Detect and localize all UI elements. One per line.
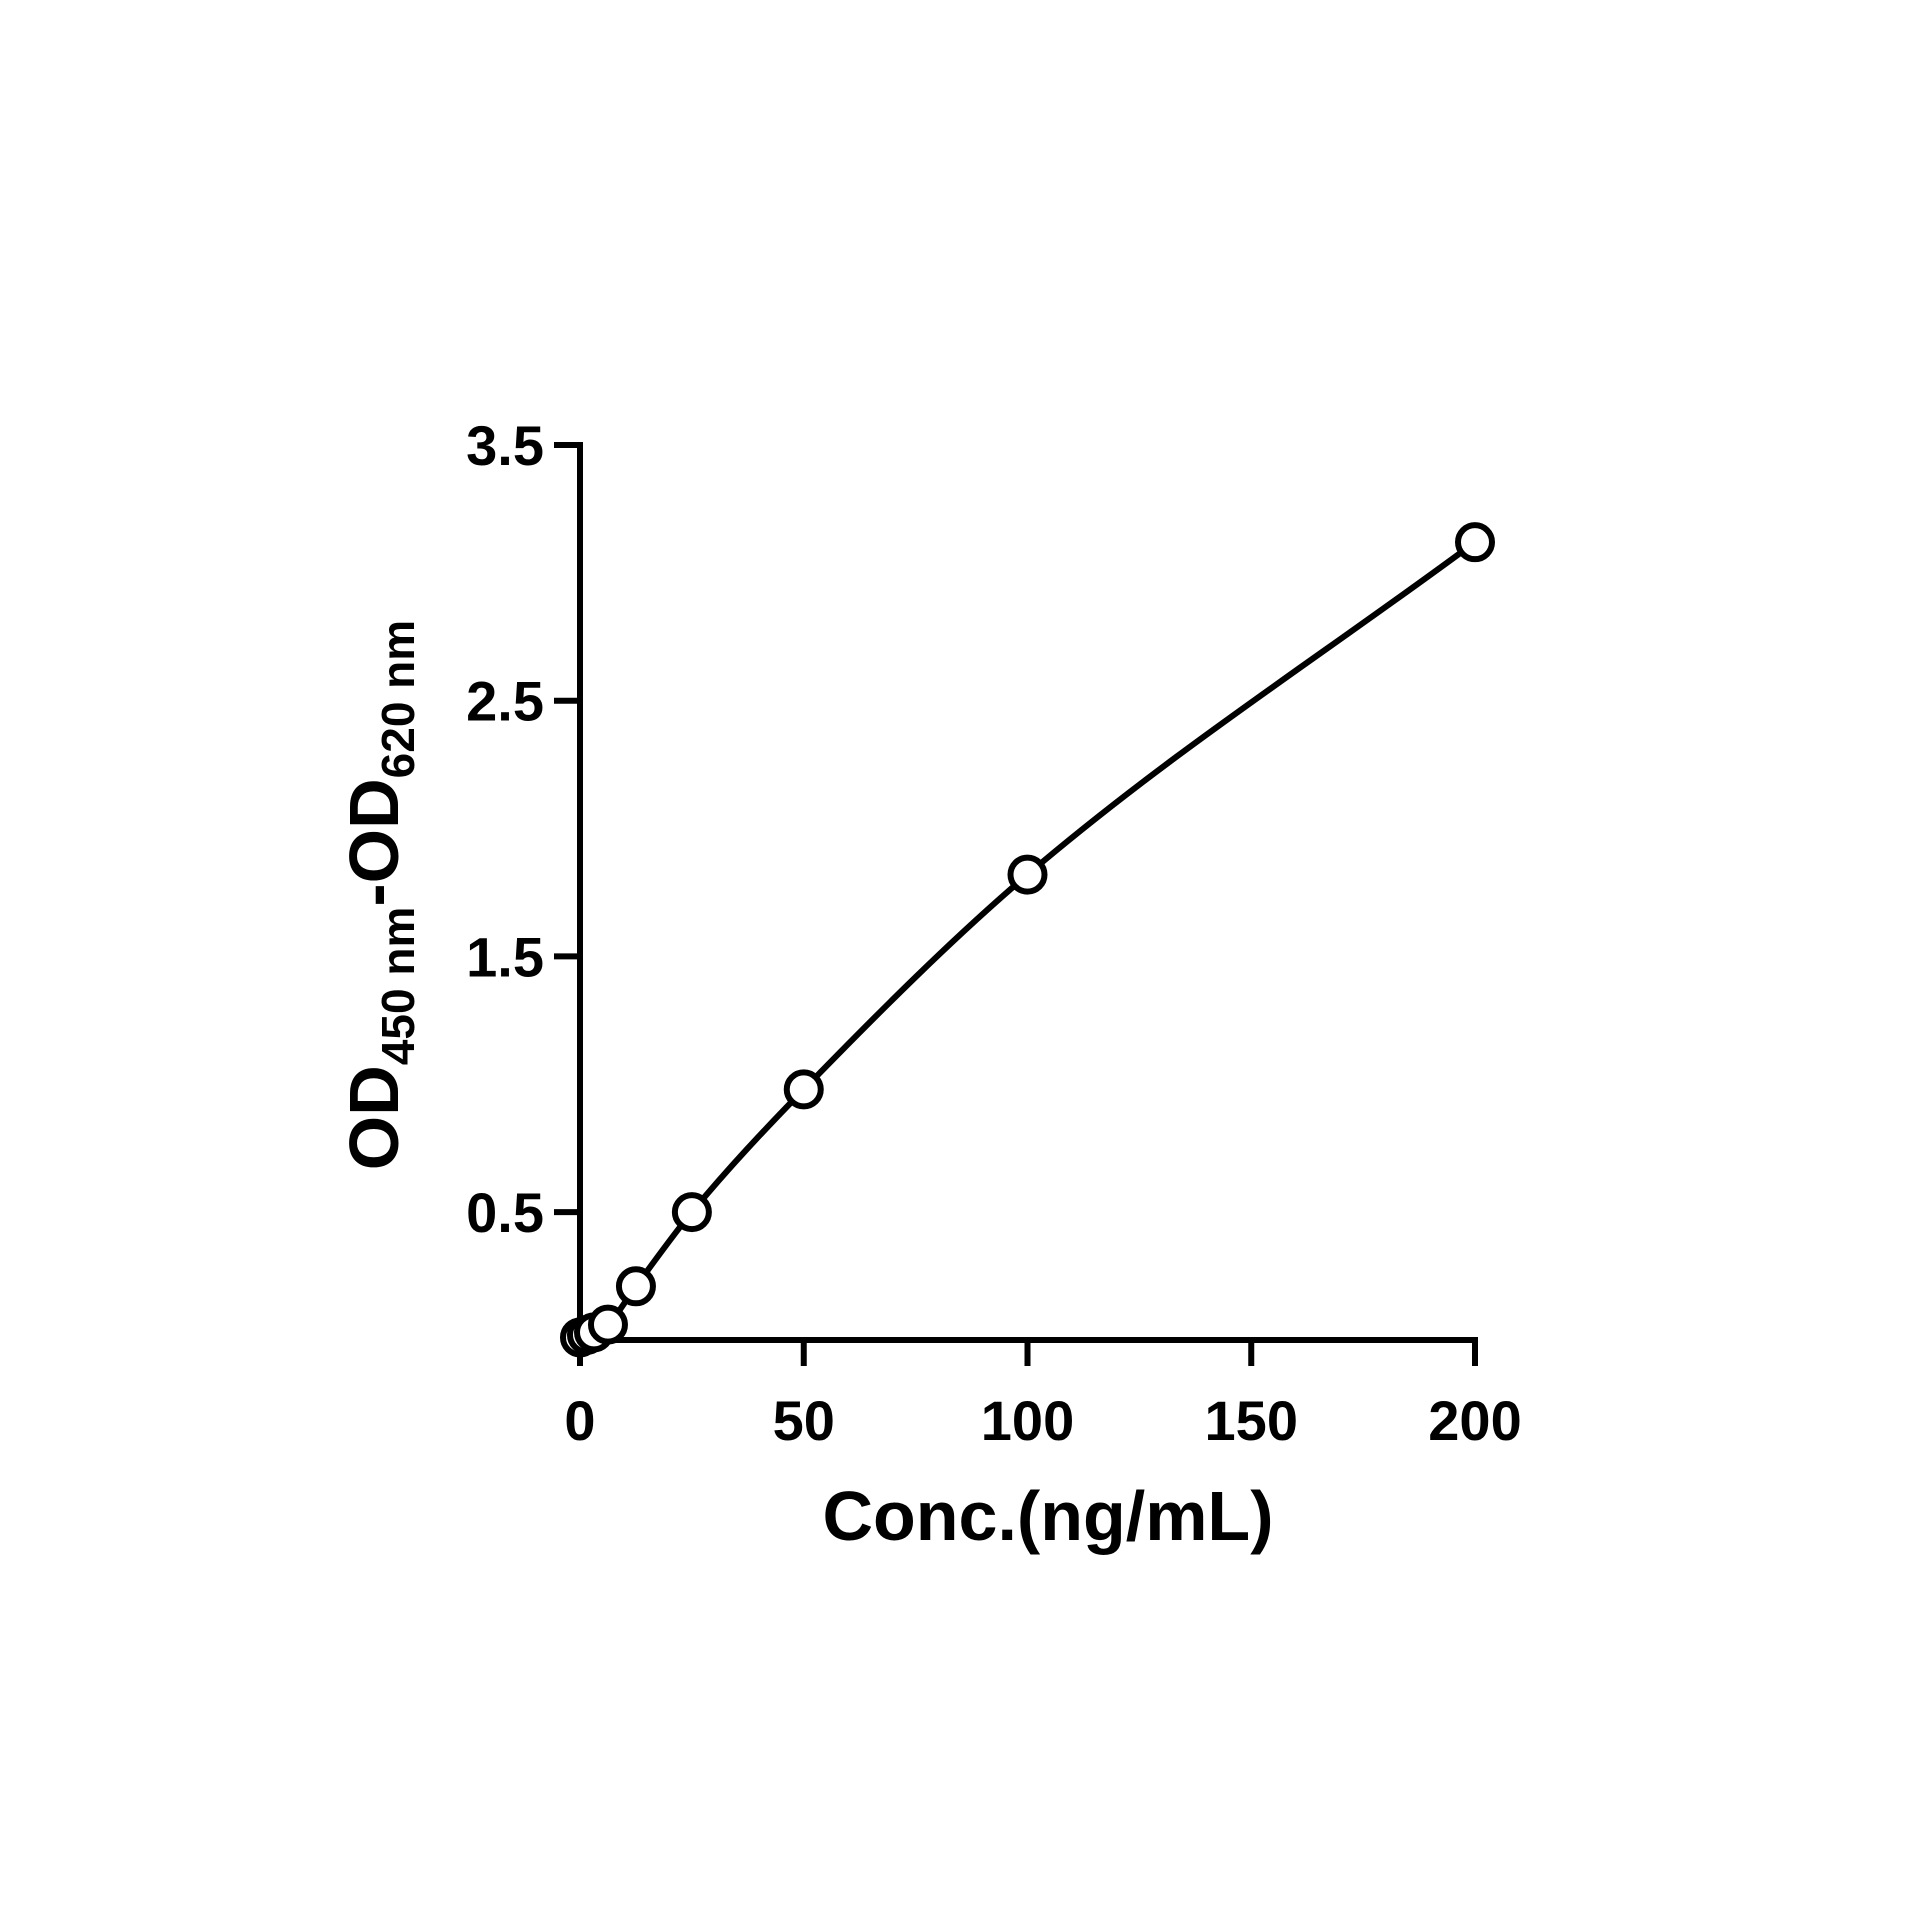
- curve-layer: [578, 539, 1477, 1341]
- x-tick-label: 50: [773, 1389, 835, 1452]
- data-point: [587, 1304, 628, 1345]
- y-tick-label: 0.5: [466, 1181, 544, 1244]
- data-point: [783, 1069, 824, 1110]
- fit-curve: [578, 539, 1477, 1341]
- data-point: [615, 1266, 656, 1307]
- y-axis-title-sep: -: [335, 883, 413, 906]
- x-tick-label: 100: [981, 1389, 1074, 1452]
- x-tick-label: 0: [564, 1389, 595, 1452]
- y-tick-label: 1.5: [466, 925, 544, 988]
- y-axis-title-sub1: 450 nm: [372, 907, 424, 1066]
- x-axis-title: Conc.(ng/mL): [822, 1477, 1273, 1555]
- points-layer: [560, 522, 1495, 1358]
- x-tick-label: 150: [1205, 1389, 1298, 1452]
- data-point: [671, 1192, 712, 1233]
- y-axis-title-main1: OD: [335, 1065, 413, 1170]
- y-tick-label: 3.5: [466, 414, 544, 477]
- y-axis-title: OD450 nm-OD620 nm: [335, 620, 424, 1170]
- data-point: [1007, 854, 1048, 895]
- y-tick-label: 2.5: [466, 670, 544, 733]
- axes-layer: 0 50 100 150 200 0.5 1.5 2.5 3.5: [466, 414, 1522, 1452]
- data-point: [1455, 522, 1495, 563]
- x-tick-label: 200: [1428, 1389, 1521, 1452]
- y-axis-title-main2: OD: [335, 778, 413, 883]
- y-axis-title-sub2: 620 nm: [372, 620, 424, 779]
